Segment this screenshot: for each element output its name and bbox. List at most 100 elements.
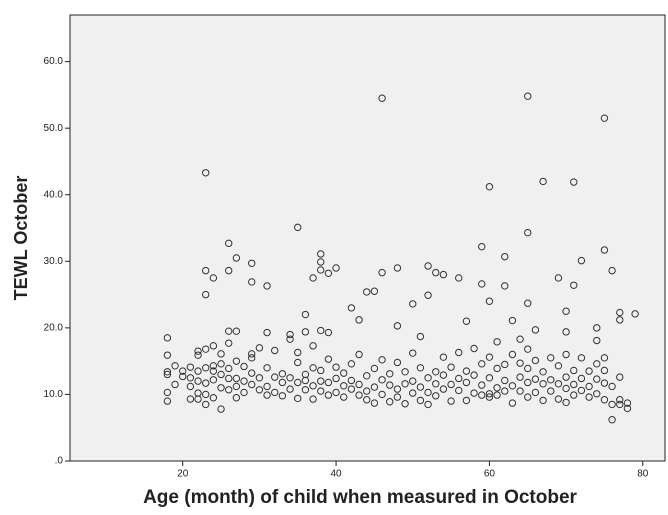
point [570,178,578,186]
point [248,259,256,267]
x-axis-title: Age (month) of child when measured in Oc… [143,487,577,508]
point [363,372,371,380]
point [432,392,440,400]
point [278,378,287,387]
point [370,399,379,407]
x-tick-label: 40 [331,469,343,480]
y-tick-label: 30.0 [44,256,64,267]
point [600,246,609,254]
point [539,368,547,376]
point [378,376,386,384]
point [593,390,601,398]
point [340,382,348,390]
point [286,374,294,382]
point [447,363,455,371]
point [294,378,302,387]
point [501,282,509,290]
point [424,262,432,270]
point [263,364,271,372]
point [271,373,279,381]
point [232,357,241,365]
point [462,396,471,405]
point [317,326,325,335]
point [501,360,509,369]
point [317,258,325,266]
point [462,367,471,375]
point [278,370,287,378]
point [600,396,609,404]
point [416,364,425,372]
point [432,268,440,277]
point [324,355,333,363]
point [547,387,555,395]
point [248,380,256,389]
point [524,364,532,373]
point [263,382,271,391]
point [347,385,356,393]
point [340,393,348,401]
point [202,390,210,399]
point [209,274,218,282]
point [309,364,317,372]
point [401,380,409,388]
point [593,360,601,368]
point [255,386,264,394]
point [432,380,440,388]
y-tick-label: 50.0 [44,123,64,134]
point [248,350,256,358]
point [478,280,486,288]
point [286,335,294,343]
point [577,354,586,362]
point [179,367,187,375]
point [409,389,417,397]
point [240,388,248,397]
point [554,274,563,282]
point [217,360,225,368]
point [317,387,325,395]
point [562,350,570,359]
point [386,398,394,406]
point [301,376,310,385]
point [524,345,532,353]
point [209,376,218,384]
point [248,278,256,286]
point [163,370,172,379]
point [202,364,210,372]
point [593,324,601,332]
point [163,368,172,376]
point [186,395,195,403]
point [508,382,517,390]
point [309,342,317,350]
x-tick-label: 60 [484,469,496,480]
point [455,386,463,395]
point [554,362,563,370]
point [455,274,463,282]
point [355,350,363,359]
point [355,316,363,324]
point [171,362,179,370]
point [255,344,264,352]
point [577,374,586,383]
point [585,382,593,391]
x-tick-label: 20 [177,469,189,480]
point [163,334,172,342]
point [363,387,371,395]
y-axis-title: TEWL October [11,176,31,301]
y-tick-label: 10.0 [44,389,64,400]
point [501,252,509,261]
point [317,377,325,385]
point [508,399,517,407]
point [585,367,593,375]
point [416,332,425,341]
plot-area [69,14,666,462]
point [616,316,624,324]
point [263,328,271,337]
point [278,392,287,400]
point [462,317,471,325]
point [378,356,386,364]
point [202,379,210,387]
point [524,228,532,237]
point [570,366,578,375]
point [531,326,540,334]
point [294,394,302,403]
